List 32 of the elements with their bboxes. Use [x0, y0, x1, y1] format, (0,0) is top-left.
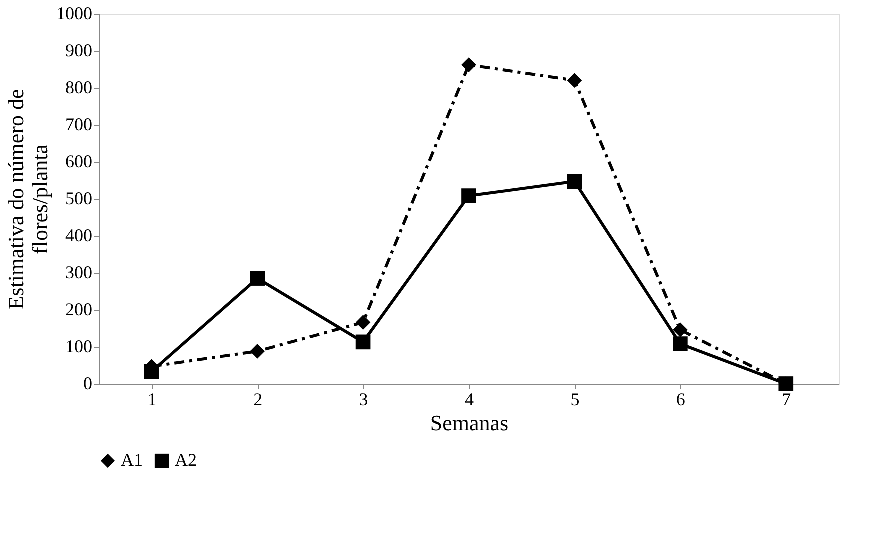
x-tick-label: 4 [465, 390, 474, 410]
legend-label: A1 [121, 450, 143, 470]
x-tick-label: 3 [359, 390, 368, 410]
y-tick-label: 300 [66, 262, 92, 282]
point [462, 188, 476, 204]
point [356, 315, 371, 330]
x-tick-label: 7 [782, 390, 792, 410]
y-tick-label: 400 [66, 226, 92, 246]
y-tick-label: 800 [66, 78, 92, 98]
y-tick-label: 0 [84, 374, 92, 394]
point [567, 73, 582, 88]
point [250, 271, 265, 286]
x-tick-label: 6 [676, 390, 686, 410]
y-tick-label: 700 [66, 114, 92, 134]
point [567, 174, 582, 190]
point [673, 336, 688, 352]
y-tick-label: 100 [66, 336, 92, 356]
x-axis-title: Semanas [430, 410, 509, 436]
y-tick-label: 500 [66, 188, 92, 208]
y-tick-label: 200 [66, 300, 92, 320]
point [250, 344, 265, 359]
y-axis-title: Estimativa do número de flores/planta [4, 89, 52, 310]
y-tick-label: 600 [66, 152, 92, 172]
legend-label: A2 [175, 450, 197, 470]
x-tick-label: 5 [570, 390, 580, 410]
y-tick-label: 900 [66, 40, 92, 60]
point [673, 322, 688, 338]
x-tick-label: 2 [254, 390, 263, 410]
x-tick-label: 1 [148, 390, 157, 410]
point [462, 58, 476, 72]
point [356, 334, 371, 350]
y-tick-label: 1000 [56, 4, 92, 24]
